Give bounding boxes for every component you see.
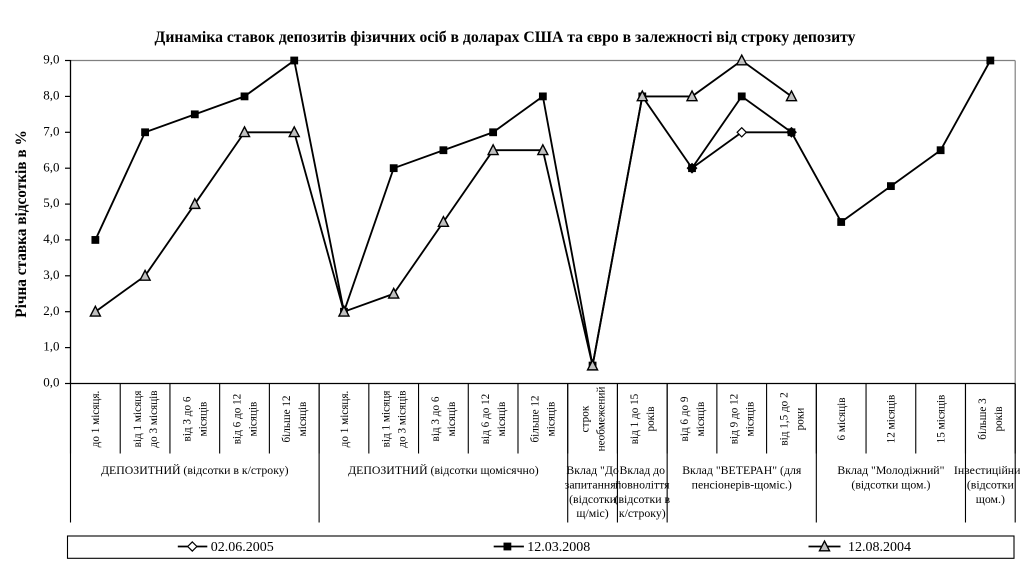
svg-text:12.08.2004: 12.08.2004: [848, 540, 911, 555]
svg-text:від 6 до 12: від 6 до 12: [480, 394, 492, 445]
svg-text:років: років: [645, 406, 657, 431]
svg-text:(відсотки: (відсотки: [569, 492, 617, 506]
svg-text:від 1 до 15: від 1 до 15: [629, 393, 641, 444]
svg-text:до 3 місяців: до 3 місяців: [148, 390, 160, 447]
svg-text:повноліття: повноліття: [615, 477, 670, 491]
svg-text:0,0: 0,0: [43, 375, 59, 390]
svg-text:ДЕПОЗИТНИЙ (відсотки в к/строк: ДЕПОЗИТНИЙ (відсотки в к/строку): [101, 463, 289, 477]
svg-text:Річна ставка відсотків в %: Річна ставка відсотків в %: [13, 130, 30, 318]
svg-text:більше 12: більше 12: [281, 395, 293, 442]
svg-text:6 місяців: 6 місяців: [836, 397, 848, 440]
svg-text:12.03.2008: 12.03.2008: [527, 540, 590, 555]
svg-text:Динаміка ставок депозитів фізи: Динаміка ставок депозитів фізичних осіб …: [155, 29, 856, 46]
svg-text:від 1 місяця: від 1 місяця: [132, 391, 144, 448]
svg-text:до 1 місяця.: до 1 місяця.: [339, 390, 351, 447]
svg-text:щ/міс): щ/міс): [576, 506, 608, 520]
svg-text:місяців: місяців: [198, 402, 210, 437]
svg-text:до 3 місяців: до 3 місяців: [396, 390, 408, 447]
svg-text:Вклад "Молодіжний": Вклад "Молодіжний": [837, 463, 944, 477]
svg-text:12 місяців: 12 місяців: [886, 395, 898, 444]
svg-text:необмежений: необмежений: [595, 387, 607, 452]
svg-text:Інвестиційний: Інвестиційний: [954, 463, 1020, 477]
svg-text:роки: роки: [794, 408, 806, 431]
svg-text:місяців: місяців: [546, 402, 558, 437]
svg-text:місяців: місяців: [297, 402, 309, 437]
svg-text:строк: строк: [579, 405, 591, 432]
svg-text:до 1 місяця.: до 1 місяця.: [90, 390, 102, 447]
svg-text:7,0: 7,0: [43, 123, 59, 138]
svg-text:Вклад до: Вклад до: [620, 463, 666, 477]
svg-text:від 9 до 12: від 9 до 12: [729, 394, 741, 445]
svg-text:2,0: 2,0: [43, 303, 59, 318]
svg-text:(відсотки: (відсотки: [967, 477, 1015, 491]
svg-text:місяців: місяців: [695, 402, 707, 437]
svg-text:(відсотки щом.): (відсотки щом.): [851, 477, 930, 491]
svg-text:Вклад "До: Вклад "До: [566, 463, 619, 477]
svg-text:місяців: місяців: [496, 402, 508, 437]
svg-text:(відсотки в: (відсотки в: [615, 492, 671, 506]
svg-text:15 місяців: 15 місяців: [935, 395, 947, 444]
svg-text:пенсіонерів-щоміс.): пенсіонерів-щоміс.): [692, 477, 792, 491]
svg-text:від 1,5 до 2: від 1,5 до 2: [778, 392, 790, 445]
svg-text:щом.): щом.): [976, 492, 1005, 506]
svg-text:більше 12: більше 12: [530, 395, 542, 442]
svg-text:02.06.2005: 02.06.2005: [211, 540, 274, 555]
svg-text:6,0: 6,0: [43, 159, 59, 174]
svg-text:Вклад "ВЕТЕРАН" (для: Вклад "ВЕТЕРАН" (для: [682, 463, 802, 477]
svg-text:від 1 місяця: від 1 місяця: [380, 391, 392, 448]
svg-text:3,0: 3,0: [43, 267, 59, 282]
svg-text:місяців: місяців: [745, 402, 757, 437]
svg-text:більше 3: більше 3: [977, 398, 989, 440]
svg-text:від 6 до 12: від 6 до 12: [231, 394, 243, 445]
svg-text:від 3 до 6: від 3 до 6: [182, 396, 194, 441]
svg-text:5,0: 5,0: [43, 195, 59, 210]
svg-text:запитання": запитання": [565, 477, 621, 491]
svg-text:місяців: місяців: [446, 402, 458, 437]
svg-text:1,0: 1,0: [43, 339, 59, 354]
svg-text:9,0: 9,0: [43, 52, 59, 67]
svg-text:років: років: [993, 406, 1005, 431]
svg-text:8,0: 8,0: [43, 88, 59, 103]
svg-text:4,0: 4,0: [43, 231, 59, 246]
svg-text:місяців: місяців: [247, 402, 259, 437]
svg-text:від 6 до 9: від 6 до 9: [679, 396, 691, 441]
svg-text:к/строку): к/строку): [619, 506, 666, 520]
svg-text:від 3 до 6: від 3 до 6: [430, 396, 442, 441]
svg-text:ДЕПОЗИТНИЙ (відсотки щомісячно: ДЕПОЗИТНИЙ (відсотки щомісячно): [348, 463, 539, 477]
